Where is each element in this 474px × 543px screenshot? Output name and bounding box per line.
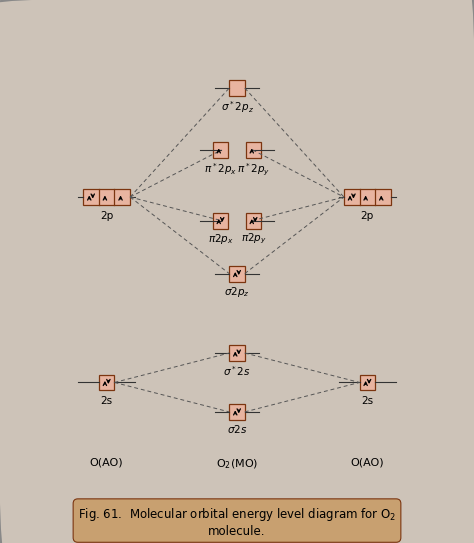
Text: 2p: 2p bbox=[100, 211, 113, 221]
Text: $\pi2p_x$: $\pi2p_x$ bbox=[208, 232, 233, 246]
Text: $\pi^*2p_x$: $\pi^*2p_x$ bbox=[204, 161, 237, 177]
Text: $\sigma2p_z$: $\sigma2p_z$ bbox=[224, 285, 250, 299]
Text: O(AO): O(AO) bbox=[90, 457, 123, 467]
Text: $\sigma2s$: $\sigma2s$ bbox=[227, 424, 247, 435]
Text: $\pi^*2p_y$: $\pi^*2p_y$ bbox=[237, 161, 270, 178]
FancyBboxPatch shape bbox=[229, 266, 245, 281]
Text: O$_2$(MO): O$_2$(MO) bbox=[216, 457, 258, 471]
FancyBboxPatch shape bbox=[246, 142, 261, 158]
Text: $\sigma^*2s$: $\sigma^*2s$ bbox=[223, 364, 251, 378]
FancyBboxPatch shape bbox=[229, 345, 245, 361]
Text: 2p: 2p bbox=[361, 211, 374, 221]
Text: $\pi2p_y$: $\pi2p_y$ bbox=[241, 232, 266, 247]
FancyBboxPatch shape bbox=[229, 404, 245, 420]
Text: 2s: 2s bbox=[100, 396, 113, 406]
FancyBboxPatch shape bbox=[344, 189, 391, 205]
Text: $\sigma^*2p_z$: $\sigma^*2p_z$ bbox=[220, 99, 254, 116]
Text: O(AO): O(AO) bbox=[351, 457, 384, 467]
FancyBboxPatch shape bbox=[213, 213, 228, 229]
FancyBboxPatch shape bbox=[83, 189, 130, 205]
Text: 2s: 2s bbox=[361, 396, 374, 406]
FancyBboxPatch shape bbox=[229, 80, 245, 96]
FancyBboxPatch shape bbox=[360, 375, 375, 390]
Text: Fig. 61.  Molecular orbital energy level diagram for O$_2$
molecule.: Fig. 61. Molecular orbital energy level … bbox=[78, 506, 396, 538]
FancyBboxPatch shape bbox=[99, 375, 114, 390]
FancyBboxPatch shape bbox=[213, 142, 228, 158]
FancyBboxPatch shape bbox=[246, 213, 261, 229]
